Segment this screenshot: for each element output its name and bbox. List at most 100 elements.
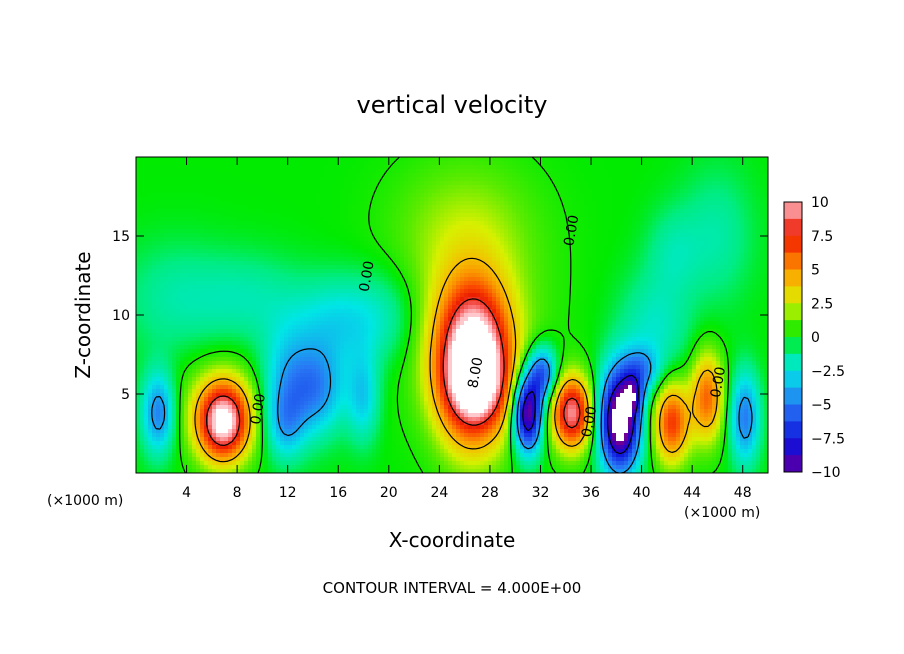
field-cell	[220, 277, 225, 282]
field-cell	[420, 265, 425, 270]
field-cell	[740, 221, 745, 226]
field-cell	[376, 257, 381, 262]
field-cell	[640, 197, 645, 202]
field-cell	[248, 197, 253, 202]
field-cell	[532, 249, 537, 254]
field-cell	[664, 217, 669, 222]
field-cell	[748, 185, 753, 190]
field-cell	[672, 209, 677, 214]
field-cell	[376, 265, 381, 270]
field-cell	[708, 261, 713, 266]
field-cell	[368, 217, 373, 222]
field-cell	[676, 261, 681, 266]
field-cell	[616, 165, 621, 170]
field-cell	[440, 217, 445, 222]
field-cell	[332, 165, 337, 170]
field-cell	[412, 189, 417, 194]
field-cell	[332, 161, 337, 166]
field-cell	[640, 245, 645, 250]
field-cell	[308, 217, 313, 222]
field-cell	[300, 253, 305, 258]
field-cell	[364, 277, 369, 282]
field-cell	[428, 253, 433, 258]
field-cell	[352, 241, 357, 246]
field-cell	[688, 241, 693, 246]
field-cell	[712, 185, 717, 190]
field-cell	[204, 157, 209, 162]
field-cell	[520, 177, 525, 182]
field-cell	[168, 241, 173, 246]
field-cell	[764, 249, 769, 254]
field-cell	[440, 245, 445, 250]
field-cell	[208, 185, 213, 190]
field-cell	[436, 245, 441, 250]
field-cell	[232, 277, 237, 282]
field-cell	[464, 177, 469, 182]
field-cell	[624, 173, 629, 178]
field-cell	[328, 213, 333, 218]
field-cell	[480, 177, 485, 182]
field-cell	[504, 169, 509, 174]
field-cell	[152, 225, 157, 230]
field-cell	[444, 181, 449, 186]
field-cell	[480, 165, 485, 170]
field-cell	[372, 181, 377, 186]
field-cell	[164, 205, 169, 210]
field-cell	[264, 169, 269, 174]
field-cell	[268, 221, 273, 226]
field-cell	[492, 201, 497, 206]
field-cell	[512, 281, 517, 286]
field-cell	[340, 241, 345, 246]
field-cell	[188, 229, 193, 234]
field-cell	[592, 197, 597, 202]
field-cell	[476, 189, 481, 194]
field-cell	[704, 273, 709, 278]
field-cell	[524, 225, 529, 230]
field-cell	[404, 221, 409, 226]
field-cell	[356, 277, 361, 282]
field-cell	[752, 249, 757, 254]
field-cell	[704, 201, 709, 206]
field-cell	[484, 209, 489, 214]
field-cell	[480, 197, 485, 202]
field-cell	[288, 157, 293, 162]
field-cell	[380, 225, 385, 230]
field-cell	[252, 213, 257, 218]
field-cell	[488, 233, 493, 238]
field-cell	[280, 257, 285, 262]
field-cell	[276, 169, 281, 174]
field-cell	[648, 249, 653, 254]
field-cell	[636, 257, 641, 262]
field-cell	[680, 165, 685, 170]
field-cell	[536, 253, 541, 258]
field-cell	[340, 157, 345, 162]
field-cell	[156, 249, 161, 254]
field-cell	[308, 213, 313, 218]
field-cell	[224, 249, 229, 254]
field-cell	[360, 233, 365, 238]
field-cell	[748, 245, 753, 250]
field-cell	[564, 249, 569, 254]
field-cell	[708, 209, 713, 214]
field-cell	[736, 249, 741, 254]
field-cell	[428, 269, 433, 274]
field-cell	[208, 257, 213, 262]
field-cell	[444, 249, 449, 254]
field-cell	[488, 197, 493, 202]
field-cell	[568, 169, 573, 174]
field-cell	[676, 229, 681, 234]
field-cell	[412, 197, 417, 202]
field-cell	[144, 197, 149, 202]
field-cell	[312, 201, 317, 206]
field-cell	[324, 253, 329, 258]
field-cell	[164, 249, 169, 254]
field-cell	[556, 253, 561, 258]
field-cell	[556, 221, 561, 226]
field-cell	[620, 213, 625, 218]
field-cell	[536, 181, 541, 186]
field-cell	[720, 257, 725, 262]
field-cell	[184, 213, 189, 218]
field-cell	[676, 201, 681, 206]
field-cell	[644, 237, 649, 242]
field-cell	[252, 201, 257, 206]
